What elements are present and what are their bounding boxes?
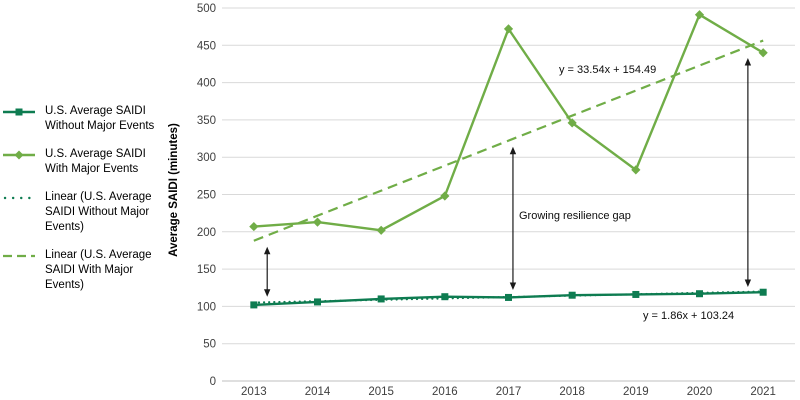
data-point-square: [632, 290, 640, 298]
y-tick-label: 100: [197, 301, 216, 313]
data-point-square: [250, 301, 258, 309]
legend-label: U.S. Average SAIDI Without Major Events: [45, 105, 155, 132]
x-tick-label: 2021: [750, 386, 776, 398]
gap-arrow-head-down: [509, 282, 517, 290]
chart-legend: U.S. Average SAIDI Without Major Events …: [2, 104, 202, 306]
gap-arrow-head-down: [744, 279, 752, 288]
resilience-gap-label: Growing resilience gap: [519, 210, 631, 222]
x-tick-label: 2013: [241, 386, 267, 398]
gap-arrow-head-up: [264, 246, 271, 255]
x-tick-label: 2019: [623, 386, 649, 398]
y-tick-label: 200: [197, 227, 216, 239]
y-tick-label: 300: [197, 152, 216, 164]
data-point-square: [441, 293, 449, 301]
data-point-square: [377, 295, 385, 303]
gap-arrow-head-down: [264, 289, 271, 297]
legend-item-linear-with-major-events: Linear (U.S. Average SAIDI With Major Ev…: [2, 248, 202, 293]
legend-label: U.S. Average SAIDI With Major Events: [45, 148, 146, 175]
y-tick-label: 0: [210, 376, 216, 388]
trendline-equation-without-events: y = 1.86x + 103.24: [643, 310, 735, 322]
data-point-diamond: [758, 48, 768, 58]
data-point-diamond: [312, 217, 323, 227]
data-point-diamond: [631, 165, 641, 175]
y-tick-label: 50: [203, 339, 216, 351]
series-line-diamond: [253, 13, 764, 232]
y-tick-label: 350: [197, 115, 216, 127]
data-point-square: [314, 298, 321, 306]
x-tick-label: 2014: [305, 386, 331, 398]
x-tick-label: 2016: [432, 386, 458, 398]
x-tick-label: 2018: [559, 386, 585, 398]
y-tick-label: 250: [197, 190, 216, 202]
y-tick-label: 400: [197, 78, 216, 90]
data-point-square: [568, 291, 576, 299]
legend-item-without-major-events: U.S. Average SAIDI Without Major Events: [2, 104, 202, 134]
data-point-square: [505, 293, 512, 301]
data-point-diamond: [376, 225, 386, 235]
legend-item-with-major-events: U.S. Average SAIDI With Major Events: [2, 147, 202, 177]
legend-label: Linear (U.S. Average SAIDI With Major Ev…: [45, 249, 152, 291]
x-tick-label: 2015: [368, 386, 394, 398]
solid-line-diamond-marker-icon: [3, 150, 35, 160]
trendline-dashed: [253, 39, 764, 242]
trendline-equation-with-events: y = 33.54x + 154.49: [559, 64, 657, 76]
gap-arrow-head-up: [509, 146, 517, 155]
y-tick-label: 450: [197, 40, 216, 52]
data-point-square: [759, 288, 767, 296]
y-tick-label: 500: [197, 3, 216, 15]
data-point-diamond: [249, 221, 259, 232]
x-tick-label: 2020: [687, 386, 713, 398]
y-tick-label: 150: [197, 264, 216, 276]
data-point-diamond: [694, 10, 705, 20]
dashed-line-icon: [3, 254, 35, 258]
data-point-diamond: [440, 191, 450, 201]
data-point-diamond: [503, 24, 514, 34]
solid-line-square-marker-icon: [3, 108, 35, 116]
legend-label: Linear (U.S. Average SAIDI Without Major…: [45, 191, 152, 233]
gap-arrow-head-up: [744, 57, 752, 66]
dotted-line-icon: [3, 196, 36, 200]
legend-item-linear-without-major-events: Linear (U.S. Average SAIDI Without Major…: [2, 190, 202, 235]
x-tick-label: 2017: [496, 386, 522, 398]
data-point-diamond: [567, 118, 577, 128]
data-point-square: [696, 290, 703, 298]
